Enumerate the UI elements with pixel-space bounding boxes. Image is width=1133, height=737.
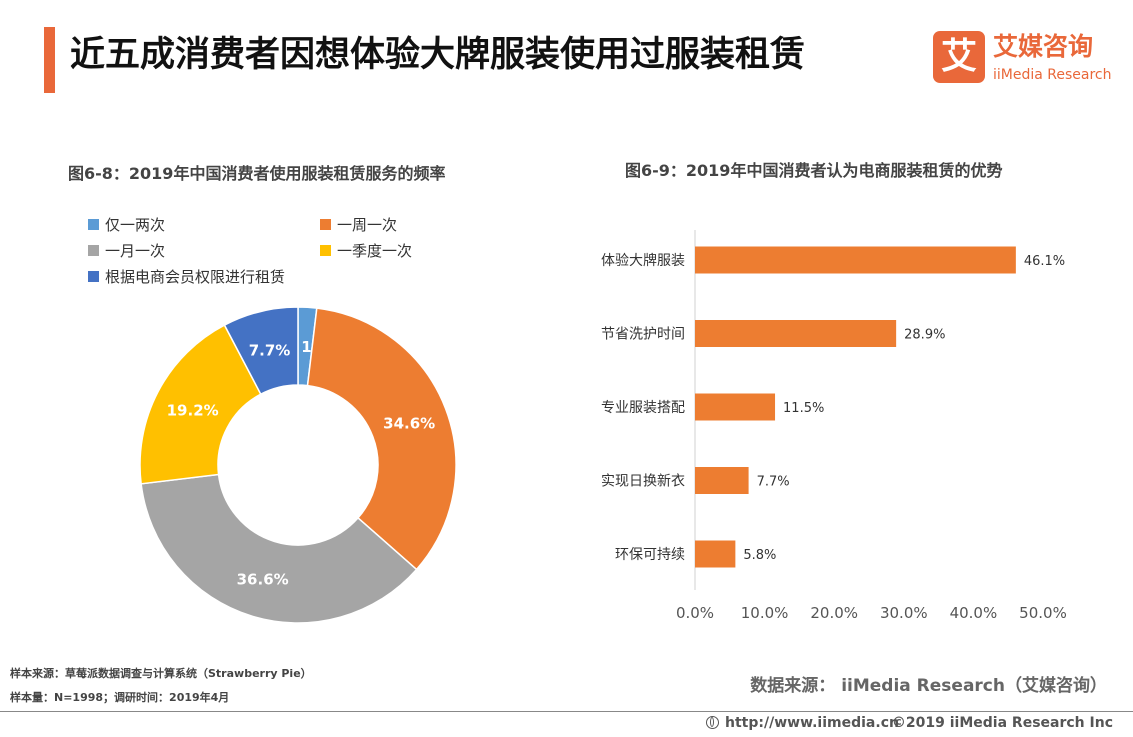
category-label: 环保可持续 <box>615 546 685 563</box>
legend-label: 一月一次 <box>105 242 165 260</box>
legend-swatch <box>88 219 99 230</box>
legend-swatch <box>88 271 99 282</box>
donut-slice <box>223 306 299 396</box>
logo-mark: 艾 <box>933 31 985 83</box>
sample-source-note: 样本来源：草莓派数据调查与计算系统（Strawberry Pie） <box>10 667 312 680</box>
donut-slice <box>139 324 262 485</box>
page-title: 近五成消费者因想体验大牌服装使用过服装租赁 <box>70 35 806 75</box>
category-label: 专业服装搭配 <box>601 400 685 416</box>
value-label: 46.1% <box>1024 254 1065 269</box>
legend-swatch <box>320 245 331 256</box>
x-tick-label: 10.0% <box>741 604 789 622</box>
footer-divider <box>0 711 1133 712</box>
value-label: 11.5% <box>783 401 824 416</box>
donut-slice <box>306 307 457 571</box>
category-label: 节省洗护时间 <box>601 327 685 343</box>
legend-swatch <box>88 245 99 256</box>
x-tick-label: 0.0% <box>676 604 714 622</box>
legend-item: 一月一次 <box>88 242 165 260</box>
iimedia-logo: 艾 艾媒咨询 iiMedia Research <box>933 31 1123 86</box>
slice-label: 7.7% <box>249 341 291 359</box>
globe-icon <box>706 716 719 729</box>
x-tick-label: 20.0% <box>810 604 858 622</box>
legend-item: 根据电商会员权限进行租赁 <box>88 268 285 286</box>
legend-label: 一周一次 <box>337 216 397 234</box>
category-label: 实现日换新衣 <box>601 473 685 490</box>
legend-label: 一季度一次 <box>337 242 412 260</box>
bar <box>695 467 749 494</box>
donut-slice <box>140 473 418 624</box>
category-label: 体验大牌服装 <box>601 252 685 269</box>
footer-copyright: ©2019 iiMedia Research Inc <box>891 715 1113 731</box>
donut-chart: 仅一两次一周一次一月一次一季度一次根据电商会员权限进行租赁1.9%34.6%36… <box>88 216 457 624</box>
legend-item: 一周一次 <box>320 216 397 234</box>
x-tick-label: 40.0% <box>950 604 998 622</box>
legend-item: 仅一两次 <box>88 216 165 234</box>
title-accent-bar <box>44 27 55 93</box>
donut-chart-title: 图6-8：2019年中国消费者使用服装租赁服务的频率 <box>68 164 446 183</box>
bar-chart: 体验大牌服装 46.1% 节省洗护时间 28.9% 专业服装搭配 11.5% 实现日换新衣 7… <box>601 230 1067 622</box>
bar <box>695 540 736 568</box>
bar <box>695 320 897 347</box>
logo-english-name: iiMedia Research <box>993 67 1112 83</box>
sample-size-note: 样本量：N=1998；调研时间：2019年4月 <box>10 691 230 704</box>
legend-item: 一季度一次 <box>320 242 412 260</box>
slice-label: 36.6% <box>237 571 289 589</box>
value-label: 7.7% <box>757 475 790 490</box>
legend-swatch <box>320 219 331 230</box>
footer-url-text: http://www.iimedia.cn <box>725 715 899 731</box>
legend-label: 仅一两次 <box>105 216 165 234</box>
legend-label: 根据电商会员权限进行租赁 <box>105 268 285 286</box>
x-tick-label: 30.0% <box>880 604 928 622</box>
footer-url[interactable]: http://www.iimedia.cn <box>706 714 899 732</box>
bar <box>695 393 776 421</box>
data-source: 数据来源： iiMedia Research（艾媒咨询） <box>750 676 1107 696</box>
bar <box>695 246 1016 274</box>
slice-label: 19.2% <box>167 402 219 420</box>
slice-label: 34.6% <box>383 415 435 433</box>
x-tick-label: 50.0% <box>1019 604 1067 622</box>
bar-chart-title: 图6-9：2019年中国消费者认为电商服装租赁的优势 <box>625 161 1003 180</box>
value-label: 28.9% <box>904 328 945 343</box>
value-label: 5.8% <box>743 548 776 563</box>
logo-chinese-name: 艾媒咨询 <box>993 32 1094 61</box>
